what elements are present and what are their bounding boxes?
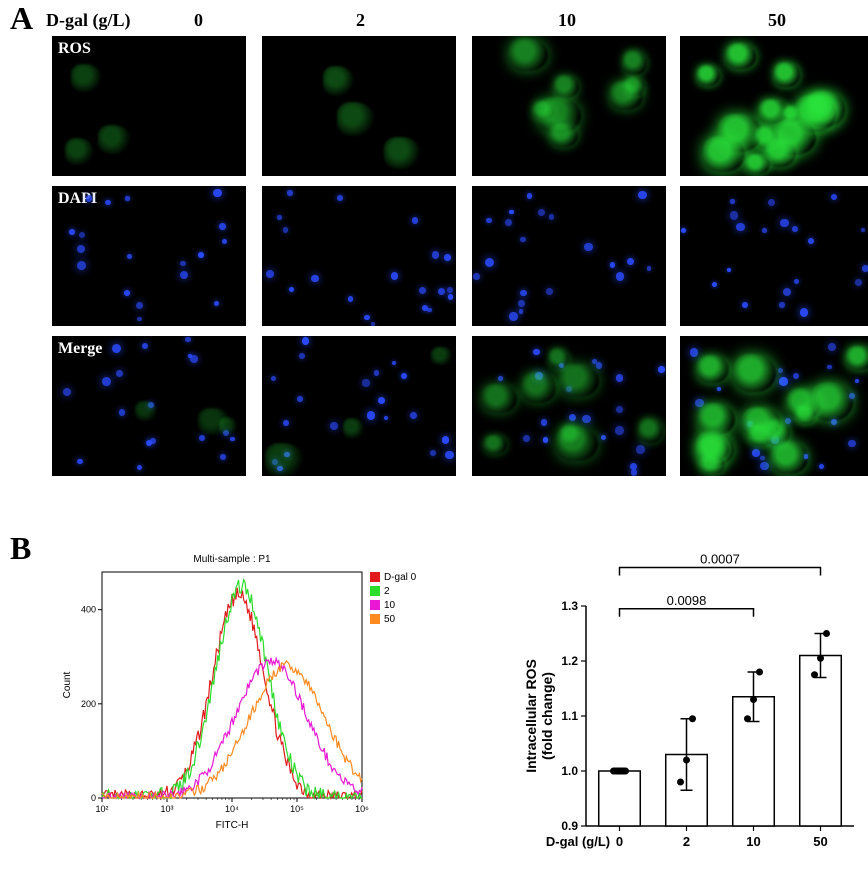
micrograph-cell (262, 336, 456, 476)
micrograph-cell (680, 36, 868, 176)
svg-text:400: 400 (81, 605, 96, 615)
panel-a-label: A (10, 0, 33, 37)
panel-a: A D-gal (g/L) 0 2 10 50 ROS DAPI Merge (4, 0, 864, 510)
svg-text:D-gal 0: D-gal 0 (384, 572, 417, 583)
svg-text:10⁵: 10⁵ (290, 804, 304, 814)
micrograph-cell (680, 186, 868, 326)
svg-text:1.3: 1.3 (561, 599, 578, 613)
svg-text:Count: Count (62, 671, 73, 698)
svg-text:10⁴: 10⁴ (225, 804, 239, 814)
col-header-0: 0 (194, 10, 203, 31)
micrograph-cell: DAPI (52, 186, 246, 326)
micrograph-cell: ROS (52, 36, 246, 176)
dgal-header-prefix: D-gal (g/L) (46, 10, 131, 31)
row-label: ROS (58, 40, 91, 58)
svg-text:10: 10 (746, 834, 760, 849)
row-label: Merge (58, 340, 102, 358)
col-header-1: 2 (356, 10, 365, 31)
micrograph-cell (262, 186, 456, 326)
svg-text:Multi-sample : P1: Multi-sample : P1 (193, 554, 271, 565)
svg-text:50: 50 (384, 614, 396, 625)
panel-b-label: B (10, 530, 31, 567)
col-header-2: 10 (558, 10, 576, 31)
micrograph-cell (472, 336, 666, 476)
svg-text:2: 2 (384, 586, 390, 597)
svg-text:D-gal (g/L): D-gal (g/L) (546, 834, 610, 849)
svg-text:0: 0 (91, 793, 96, 803)
svg-text:(fold change): (fold change) (539, 672, 555, 760)
svg-text:10⁶: 10⁶ (355, 804, 369, 814)
micrograph-cell (262, 36, 456, 176)
svg-text:0: 0 (616, 834, 623, 849)
svg-text:10³: 10³ (160, 804, 173, 814)
panel-b: B Multi-sample : P1 10² 10³ 10⁴ 10⁵ 10⁶ 0 200 40… (4, 530, 864, 890)
svg-text:Intracellular ROS: Intracellular ROS (523, 659, 539, 773)
micrograph-cell (472, 36, 666, 176)
svg-text:2: 2 (683, 834, 690, 849)
svg-text:1.2: 1.2 (561, 654, 578, 668)
svg-text:FITC-H: FITC-H (216, 820, 249, 831)
micrograph-cell: Merge (52, 336, 246, 476)
svg-text:200: 200 (81, 699, 96, 709)
svg-text:1.0: 1.0 (561, 764, 578, 778)
micrograph-cell (680, 336, 868, 476)
svg-text:0.0098: 0.0098 (667, 593, 707, 608)
svg-text:50: 50 (813, 834, 827, 849)
bar-chart: 0.9 1.0 1.1 1.2 1.3 Intracellular ROS(fold ch… (514, 530, 864, 870)
svg-text:1.1: 1.1 (561, 709, 578, 723)
col-header-3: 50 (768, 10, 786, 31)
flow-cytometry-plot: Multi-sample : P1 10² 10³ 10⁴ 10⁵ 10⁶ 0 200 400 F… (52, 548, 452, 838)
svg-text:0.0007: 0.0007 (700, 552, 740, 567)
svg-text:0.9: 0.9 (561, 819, 578, 833)
svg-text:10²: 10² (95, 804, 108, 814)
svg-text:10: 10 (384, 600, 396, 611)
micrograph-cell (472, 186, 666, 326)
